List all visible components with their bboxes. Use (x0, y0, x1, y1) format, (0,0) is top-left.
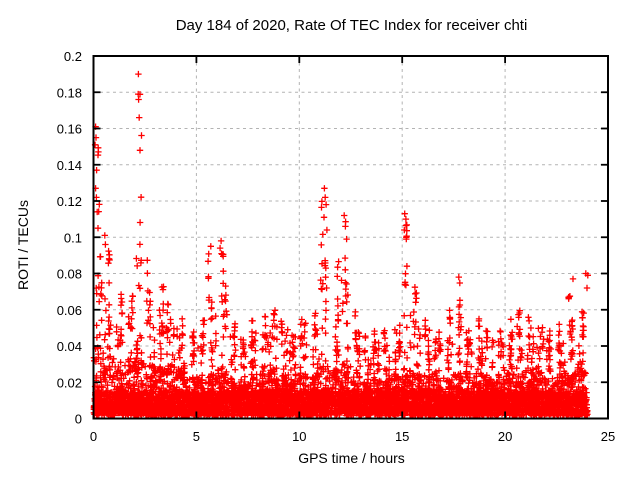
axis-ticks (92, 55, 609, 420)
y-tick-label: 0.2 (64, 49, 82, 64)
y-tick-label: 0.16 (57, 122, 82, 137)
y-tick-label: 0.12 (57, 194, 82, 209)
chart-title: Day 184 of 2020, Rate Of TEC Index for r… (175, 17, 528, 34)
y-tick-label: 0 (75, 412, 82, 427)
x-tick-label: 0 (90, 429, 97, 444)
y-tick-label: 0.1 (64, 230, 82, 245)
y-tick-label: 0.02 (57, 375, 82, 390)
x-tick-label: 25 (601, 429, 615, 444)
y-tick-label: 0.04 (57, 339, 82, 354)
y-tick-label: 0.08 (57, 267, 82, 282)
x-tick-label: 20 (498, 429, 512, 444)
x-tick-label: 10 (292, 429, 306, 444)
y-tick-label: 0.06 (57, 303, 82, 318)
grid-lines (93, 56, 608, 419)
x-axis-label: GPS time / hours (298, 450, 405, 466)
y-tick-label: 0.18 (57, 85, 82, 100)
x-tick-labels: 0 5 10 15 20 25 (90, 429, 615, 444)
y-tick-labels: 0 0.02 0.04 0.06 0.08 0.1 0.12 0.14 0.16 0.18 0.2 (57, 49, 82, 427)
y-axis-label: ROTI / TECUs (15, 200, 31, 290)
x-tick-label: 15 (395, 429, 409, 444)
x-tick-label: 5 (193, 429, 200, 444)
scatter-series-roti (90, 70, 591, 419)
y-tick-label: 0.14 (57, 158, 82, 173)
